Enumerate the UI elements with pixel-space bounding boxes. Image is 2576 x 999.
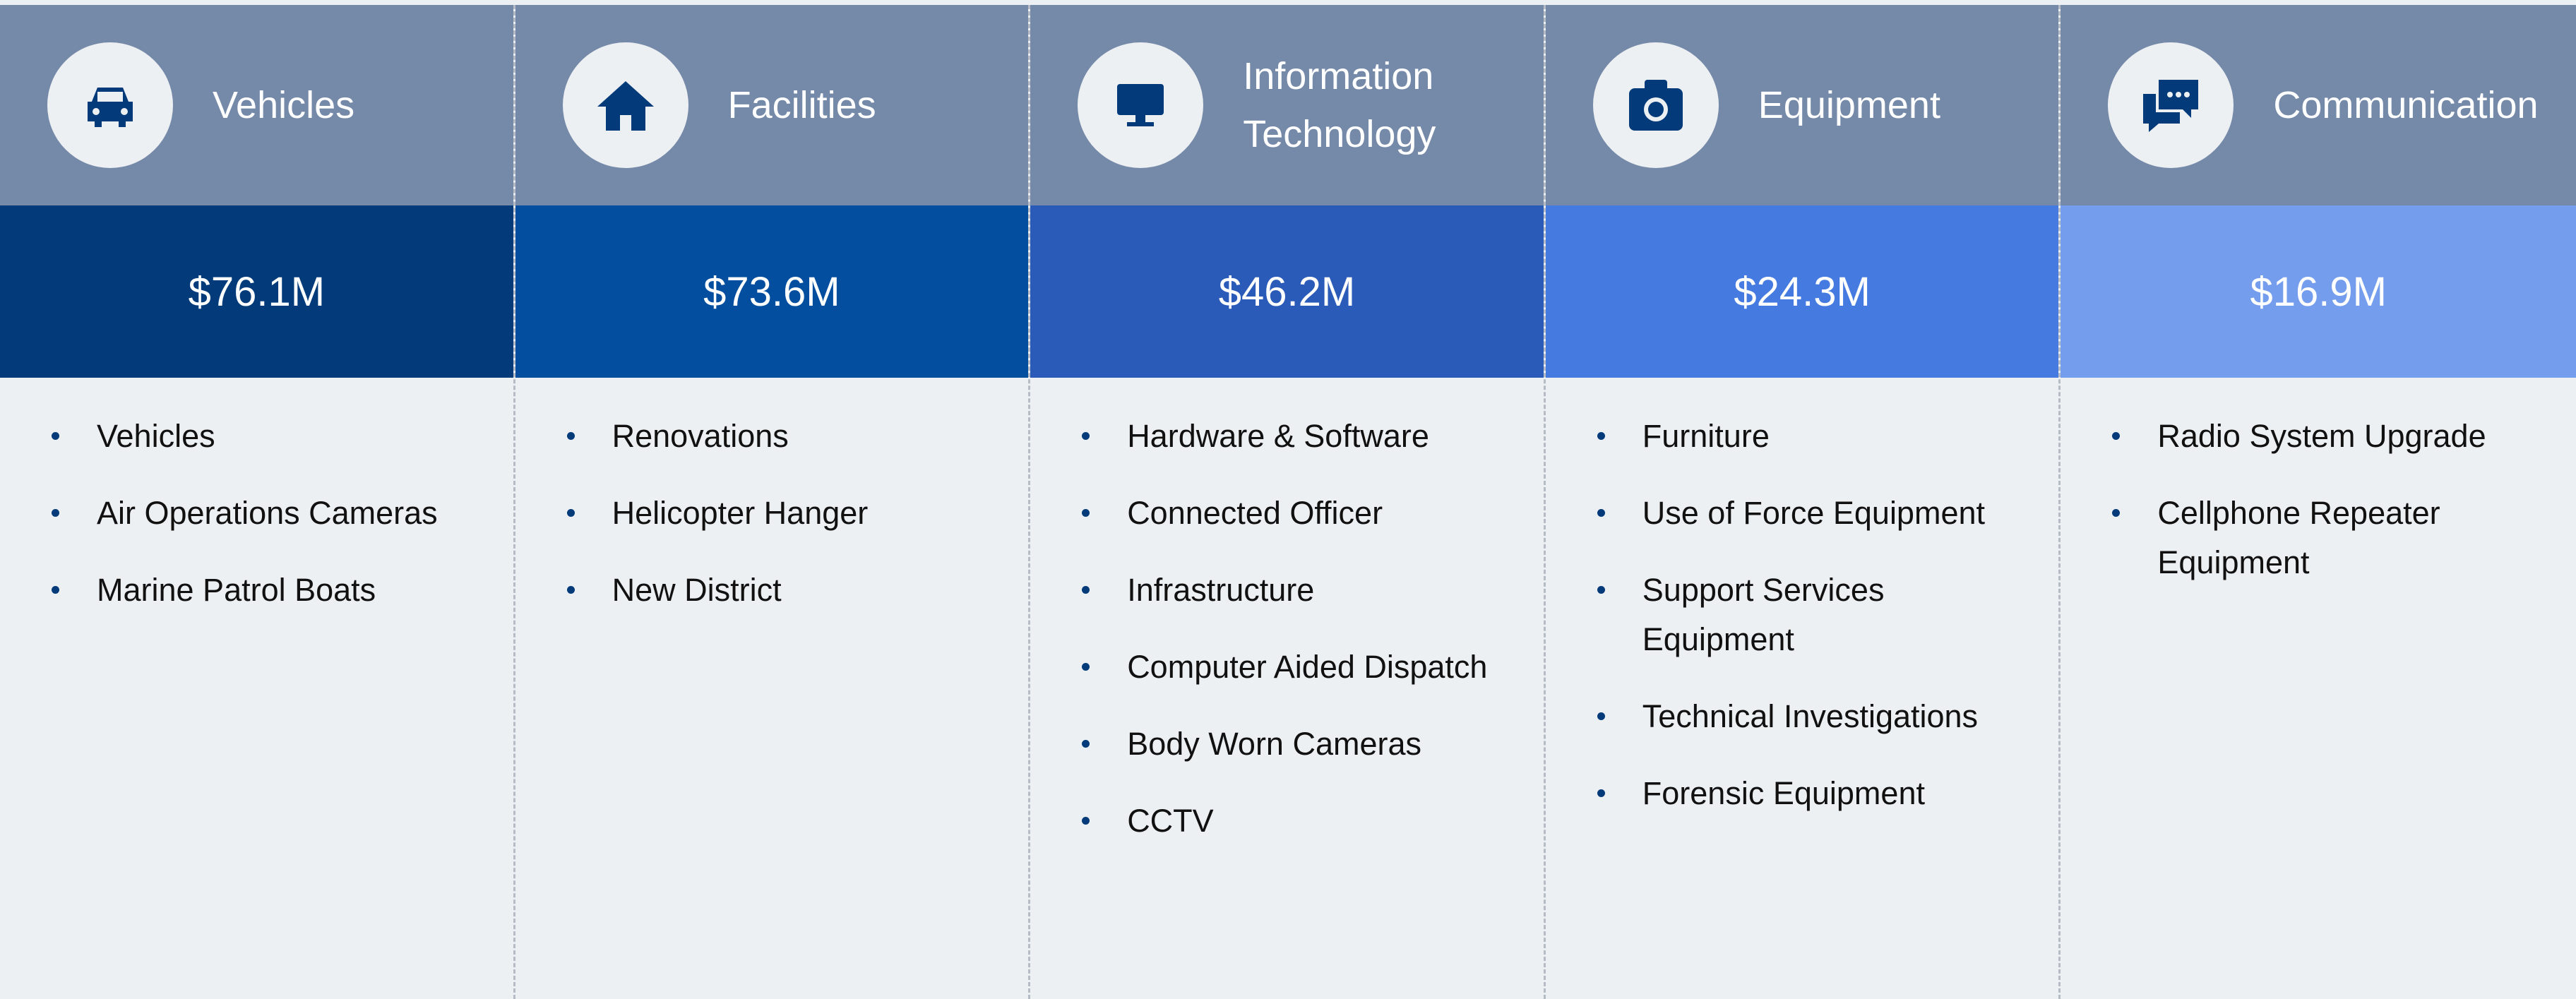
camera-icon — [1628, 80, 1683, 131]
category-header: Facilities — [515, 5, 1029, 205]
item-list: Furniture Use of Force Equipment Support S… — [1546, 378, 2059, 818]
home-icon — [597, 81, 654, 131]
category-title: Vehicles — [213, 84, 355, 126]
category-title: Facilities — [727, 84, 876, 126]
category-amount: $46.2M — [1030, 205, 1544, 378]
list-item: Computer Aided Dispatch — [1082, 642, 1515, 692]
item-list: Hardware & Software Connected Officer Infr… — [1030, 378, 1544, 846]
icon-circle — [1078, 42, 1204, 168]
list-item: Use of Force Equipment — [1597, 489, 2031, 538]
list-item: Connected Officer — [1082, 489, 1515, 538]
item-list: Renovations Helicopter Hanger New District — [515, 378, 1029, 615]
list-item: Vehicles — [52, 412, 485, 461]
list-item: Helicopter Hanger — [566, 489, 1001, 538]
list-item: Support Services Equipment — [1597, 566, 2031, 664]
category-title: Equipment — [1758, 84, 1940, 126]
list-item: Body Worn Cameras — [1082, 719, 1515, 769]
category-column: Communication $16.9M Radio System Upgrade C… — [2061, 5, 2576, 999]
category-column: Vehicles $76.1M Vehicles Air Operations Cam… — [0, 5, 515, 999]
list-item: Cellphone Repeater Equipment — [2112, 489, 2548, 587]
monitor-icon — [1117, 84, 1164, 126]
list-item: Infrastructure — [1082, 566, 1515, 615]
list-item: CCTV — [1082, 796, 1515, 846]
list-item: Forensic Equipment — [1597, 769, 2031, 818]
category-header: Communication — [2061, 5, 2576, 205]
category-header: Information Technology — [1030, 5, 1544, 205]
icon-circle — [562, 42, 688, 168]
item-list: Vehicles Air Operations Cameras Marine Pat… — [0, 378, 513, 615]
list-item: Hardware & Software — [1082, 412, 1515, 461]
category-title: Information Technology — [1243, 55, 1436, 155]
category-amount: $76.1M — [0, 205, 513, 378]
icon-circle — [2108, 42, 2234, 168]
category-title: Communication — [2273, 84, 2539, 126]
category-amount: $16.9M — [2061, 205, 2576, 378]
category-header: Vehicles — [0, 5, 513, 205]
item-list: Radio System Upgrade Cellphone Repeater E… — [2061, 378, 2576, 587]
list-item: Air Operations Cameras — [52, 489, 485, 538]
category-header: Equipment — [1545, 5, 2059, 205]
category-column: Equipment $24.3M Furniture Use of Force Equ… — [1545, 5, 2061, 999]
chat-icon — [2143, 80, 2199, 132]
list-item: Furniture — [1597, 412, 2031, 461]
category-column: Information Technology $46.2M Hardware & S… — [1030, 5, 1546, 999]
list-item: Marine Patrol Boats — [52, 566, 485, 615]
list-item: New District — [566, 566, 1001, 615]
icon-circle — [1592, 42, 1719, 168]
list-item: Renovations — [566, 412, 1001, 461]
category-amount: $73.6M — [515, 205, 1029, 378]
list-item: Technical Investigations — [1597, 692, 2031, 741]
category-amount: $24.3M — [1545, 205, 2059, 378]
list-item: Radio System Upgrade — [2112, 412, 2548, 461]
icon-circle — [47, 42, 173, 168]
car-icon — [88, 88, 133, 127]
category-column: Facilities $73.6M Renovations Helicopter Ha… — [515, 5, 1031, 999]
